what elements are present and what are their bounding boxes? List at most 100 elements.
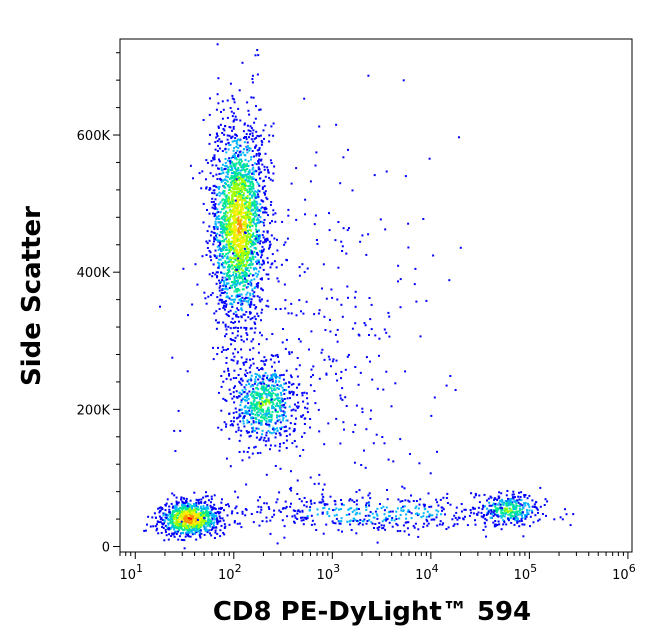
density-dot: [253, 242, 255, 244]
density-dot: [228, 233, 231, 236]
density-dot: [215, 136, 218, 139]
density-dot: [229, 161, 232, 164]
density-dot: [237, 426, 240, 429]
density-dot: [251, 204, 254, 207]
density-dot: [257, 160, 259, 163]
density-dot: [265, 398, 268, 401]
density-dot: [428, 157, 431, 160]
density-dot: [236, 238, 239, 241]
density-dot: [377, 528, 380, 531]
density-dot: [301, 394, 304, 397]
density-dot: [224, 162, 227, 164]
density-dot: [203, 533, 206, 536]
density-dot: [181, 531, 184, 534]
density-dot: [274, 398, 277, 401]
density-dot: [235, 201, 238, 204]
density-dot: [287, 312, 290, 315]
density-dot: [243, 245, 245, 248]
density-dot: [244, 224, 247, 227]
density-dot: [233, 235, 236, 237]
density-dot: [233, 416, 235, 419]
density-dot: [262, 375, 265, 378]
density-dot: [239, 420, 242, 423]
density-dot: [442, 522, 445, 525]
density-dot: [241, 247, 244, 250]
density-dot: [251, 274, 254, 277]
density-dot: [486, 499, 488, 502]
density-dot: [333, 508, 336, 511]
density-dot: [168, 511, 171, 514]
density-dot: [212, 226, 215, 228]
density-dot: [265, 412, 268, 415]
density-dot: [153, 512, 156, 515]
density-dot: [174, 514, 177, 517]
density-dot: [275, 501, 278, 504]
density-dot: [241, 203, 243, 206]
density-dot: [249, 306, 252, 308]
density-dot: [357, 333, 360, 336]
density-dot: [213, 236, 216, 239]
density-dot: [232, 273, 235, 276]
density-dot: [417, 528, 420, 531]
density-dot: [240, 258, 243, 261]
density-dot: [202, 202, 205, 205]
density-dot: [257, 183, 260, 186]
density-dot: [490, 510, 493, 513]
density-dot: [226, 314, 229, 317]
density-dot: [233, 216, 236, 219]
density-dot: [219, 517, 222, 520]
density-dot: [399, 278, 402, 281]
density-dot: [222, 531, 225, 534]
density-dot: [276, 353, 279, 356]
density-dot: [266, 239, 269, 242]
density-dot: [356, 512, 359, 515]
density-dot: [256, 230, 259, 233]
density-dot: [279, 374, 282, 377]
density-dot: [355, 508, 358, 511]
density-dot: [246, 421, 249, 424]
density-dot: [227, 238, 230, 241]
density-dot: [516, 514, 519, 517]
density-dot: [541, 513, 544, 515]
density-dot: [209, 234, 212, 237]
density-dot: [348, 513, 351, 516]
density-dot: [249, 272, 252, 275]
density-dot: [290, 351, 293, 354]
density-dot: [246, 191, 249, 193]
density-dot: [223, 231, 226, 234]
density-dot: [250, 181, 253, 184]
density-dot: [300, 500, 303, 503]
density-dot: [226, 230, 229, 233]
density-dot: [385, 170, 388, 173]
density-dot: [221, 226, 224, 229]
density-dot: [265, 431, 268, 434]
density-dot: [245, 286, 248, 289]
density-dot: [170, 535, 173, 537]
density-dot: [335, 507, 338, 510]
density-dot: [508, 500, 511, 503]
density-dot: [236, 496, 239, 499]
density-dot: [201, 519, 204, 522]
density-dot: [260, 408, 263, 411]
density-dot: [261, 404, 264, 407]
density-dot: [446, 502, 449, 504]
density-dot: [222, 226, 225, 229]
density-dot: [218, 515, 221, 518]
density-dot: [250, 327, 253, 330]
density-dot: [212, 243, 215, 246]
density-dot: [249, 364, 252, 367]
density-dot: [234, 151, 237, 154]
density-dot: [293, 514, 296, 517]
density-dot: [163, 519, 166, 522]
density-dot: [240, 244, 243, 247]
density-dot: [227, 171, 230, 174]
density-dot: [225, 287, 228, 290]
density-dot: [261, 289, 264, 292]
density-dot: [215, 234, 217, 237]
density-dot: [256, 373, 259, 376]
density-dot: [243, 275, 246, 278]
density-dot: [238, 263, 241, 266]
density-dot: [414, 507, 417, 510]
density-dot: [288, 433, 291, 436]
density-dot: [205, 240, 208, 243]
